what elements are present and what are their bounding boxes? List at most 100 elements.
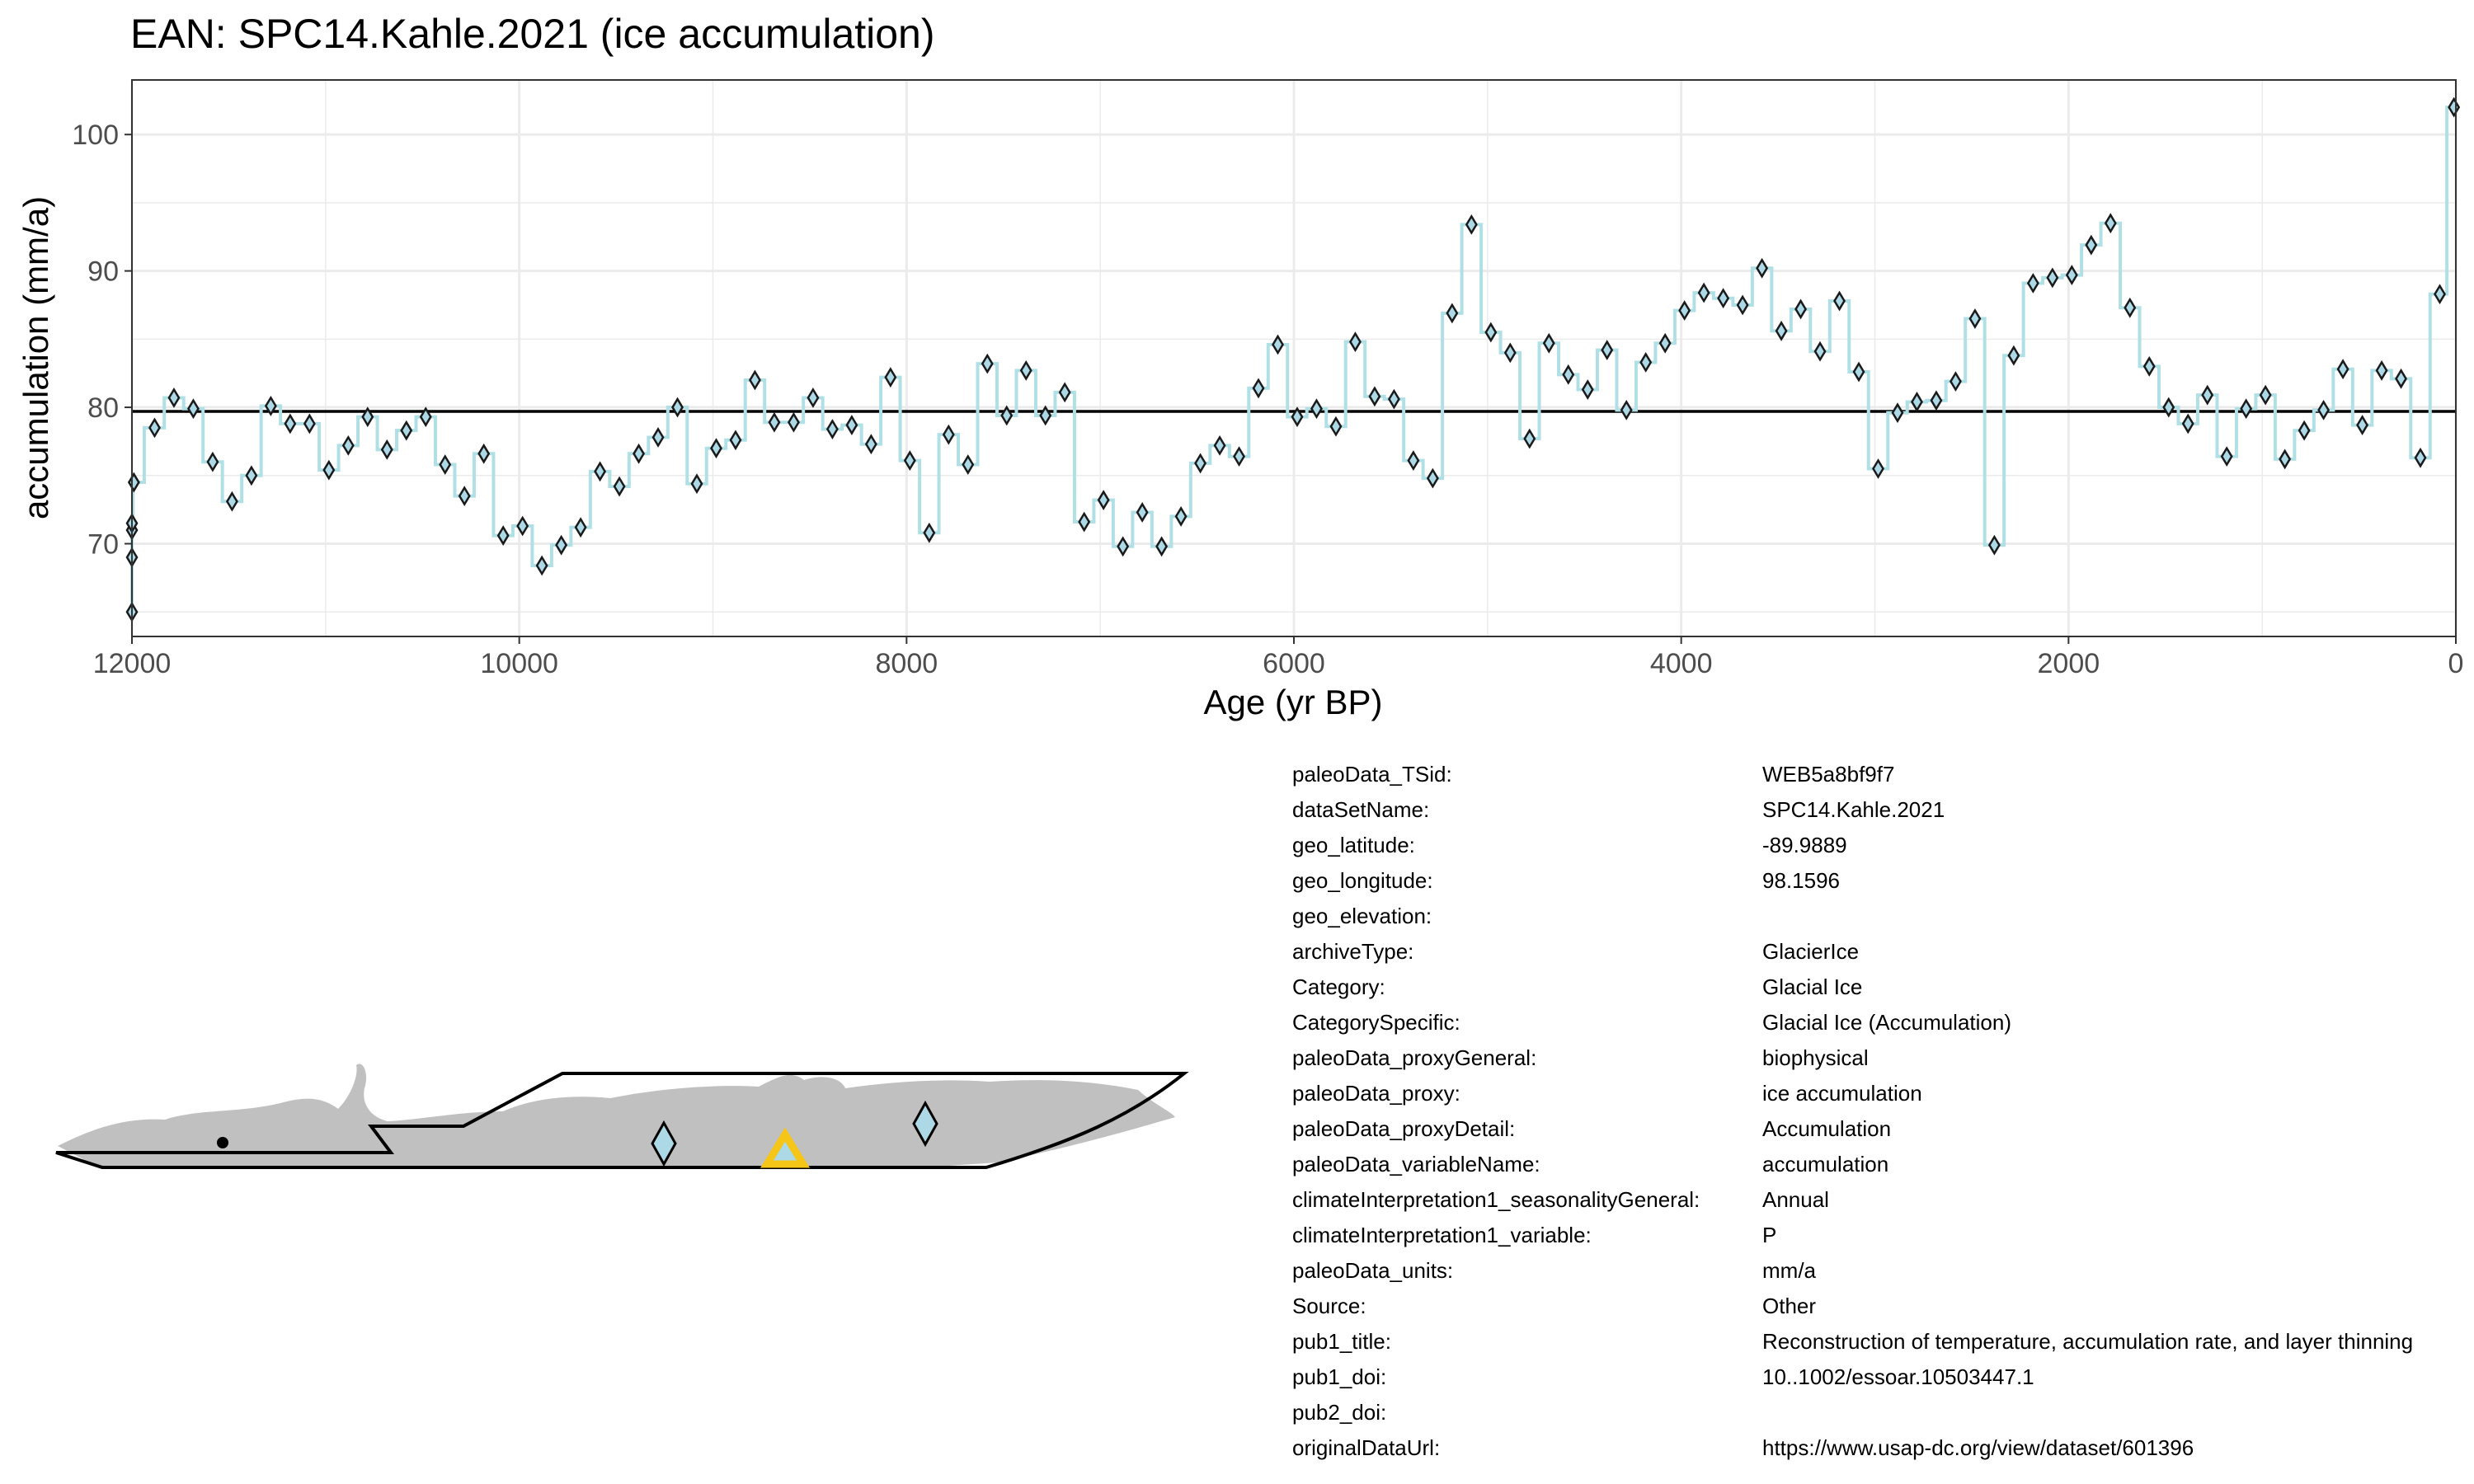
data-point (2414, 447, 2427, 468)
data-point (1329, 416, 1343, 437)
data-point (2026, 273, 2039, 294)
site-marker-diamond-1 (651, 1120, 677, 1167)
data-point (1891, 402, 1904, 424)
data-point (2448, 96, 2461, 118)
metadata-key: Source: (1292, 1294, 1366, 1318)
data-point (419, 406, 432, 428)
data-point (2298, 420, 2311, 441)
data-point (477, 443, 491, 464)
metadata-value: -89.9889 (1762, 833, 1847, 857)
metadata-key: archiveType: (1292, 939, 1414, 964)
metadata-key: geo_longitude: (1292, 868, 1433, 893)
metadata-value: mm/a (1762, 1258, 1816, 1283)
data-point (651, 427, 665, 448)
data-point (1503, 342, 1517, 364)
data-point (206, 451, 219, 472)
data-point (496, 525, 510, 547)
data-point (1233, 446, 1245, 467)
data-point (148, 417, 161, 439)
data-point (284, 413, 297, 434)
metadata-value: Other (1762, 1294, 1817, 1318)
data-point (1097, 490, 1110, 510)
data-point (361, 406, 374, 428)
x-tick-label: 12000 (93, 648, 172, 679)
data-point (787, 411, 800, 433)
data-point (962, 454, 975, 475)
data-point (167, 387, 181, 408)
data-point (400, 420, 413, 441)
data-point (2142, 355, 2156, 377)
data-point (1833, 290, 1846, 312)
data-point (1348, 331, 1362, 353)
y-tick-label: 90 (87, 256, 119, 288)
data-point (264, 395, 277, 416)
data-point (1019, 359, 1032, 381)
metadata-value: WEB5a8bf9f7 (1762, 762, 1895, 787)
data-point (1581, 379, 1594, 400)
data-point (633, 443, 646, 464)
data-point (1930, 390, 1943, 411)
metadata-value: https://www.usap-dc.org/view/dataset/601… (1762, 1435, 2194, 1460)
x-axis-label: Age (yr BP) (1203, 683, 1382, 721)
data-point (1620, 399, 1633, 420)
data-point (1562, 364, 1575, 385)
data-point (1678, 300, 1691, 322)
metadata-value: Reconstruction of temperature, accumulat… (1762, 1329, 2414, 1354)
data-point (574, 517, 587, 538)
data-point (1949, 371, 1962, 392)
y-axis-label: accumulation (mm/a) (16, 196, 55, 519)
chart: EAN: SPC14.Kahle.2021 (ice accumulation)… (16, 11, 2463, 721)
data-point (439, 454, 452, 475)
data-point (1387, 388, 1400, 410)
data-point (1852, 361, 1865, 383)
series-step-line (130, 106, 2454, 613)
data-point (2336, 359, 2349, 380)
data-point (1717, 288, 1730, 309)
data-point (1000, 405, 1014, 426)
data-point (1697, 282, 1710, 303)
data-point (923, 522, 936, 543)
data-point (2162, 397, 2175, 418)
data-point (1775, 320, 1788, 341)
metadata-value: Glacial Ice (Accumulation) (1762, 1010, 2011, 1035)
data-point (903, 450, 916, 472)
data-point (380, 439, 393, 460)
data-point (729, 430, 742, 451)
metadata-value: Accumulation (1762, 1116, 1892, 1141)
metadata-value: ice accumulation (1762, 1081, 1922, 1106)
data-point (613, 476, 626, 497)
metadata-key: pub1_doi: (1292, 1364, 1387, 1389)
data-point (458, 486, 471, 507)
metadata-table: paleoData_TSid: WEB5a8bf9f7 dataSetName: SP… (1292, 762, 2474, 1484)
data-point (127, 472, 140, 493)
data-point (555, 534, 568, 556)
data-point (2395, 368, 2407, 389)
y-tick-label: 80 (87, 392, 119, 424)
metadata-value: accumulation (1762, 1152, 1889, 1176)
data-point (1872, 458, 1884, 479)
data-point (1291, 406, 1304, 428)
data-point (2065, 265, 2078, 286)
data-point (1794, 298, 1808, 320)
data-point (981, 353, 994, 374)
map-svg (55, 1064, 1189, 1169)
data-point (1601, 340, 1614, 361)
data-point (1058, 382, 1071, 403)
data-point (884, 367, 897, 388)
data-point (1446, 303, 1459, 324)
metadata-value: SPC14.Kahle.2021 (1762, 797, 1945, 822)
metadata-key: geo_latitude: (1292, 833, 1415, 857)
metadata-value: Glacial Ice (1762, 974, 1863, 999)
data-point (2279, 448, 2292, 470)
data-point (2046, 267, 2059, 289)
data-point (710, 438, 722, 459)
site-marker-diamond-2 (912, 1100, 938, 1148)
data-point (1639, 352, 1653, 373)
data-point (2356, 415, 2369, 435)
data-point (2124, 297, 2137, 318)
data-point (2434, 284, 2446, 305)
data-point (749, 369, 761, 391)
grid (130, 80, 2458, 636)
metadata-key: climateInterpretation1_seasonalityGenera… (1292, 1187, 1700, 1212)
data-point (671, 397, 684, 418)
